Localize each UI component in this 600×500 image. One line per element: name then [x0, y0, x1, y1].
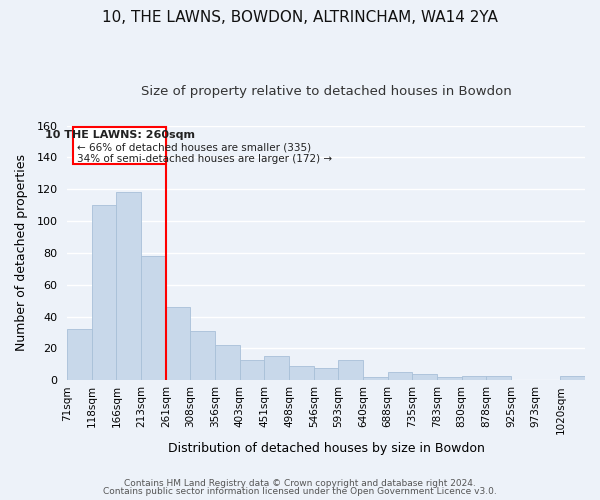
Text: 34% of semi-detached houses are larger (172) →: 34% of semi-detached houses are larger (…	[77, 154, 332, 164]
Bar	[166, 307, 190, 380]
Bar	[462, 376, 487, 380]
Bar	[560, 376, 585, 380]
Title: Size of property relative to detached houses in Bowdon: Size of property relative to detached ho…	[141, 85, 511, 98]
Bar	[388, 372, 412, 380]
Bar	[92, 205, 116, 380]
Bar	[190, 331, 215, 380]
FancyBboxPatch shape	[73, 127, 166, 164]
Bar	[215, 346, 240, 380]
Text: 10 THE LAWNS: 260sqm: 10 THE LAWNS: 260sqm	[44, 130, 194, 140]
Bar	[412, 374, 437, 380]
Bar	[487, 376, 511, 380]
Y-axis label: Number of detached properties: Number of detached properties	[15, 154, 28, 352]
Text: Contains HM Land Registry data © Crown copyright and database right 2024.: Contains HM Land Registry data © Crown c…	[124, 478, 476, 488]
Text: 10, THE LAWNS, BOWDON, ALTRINCHAM, WA14 2YA: 10, THE LAWNS, BOWDON, ALTRINCHAM, WA14 …	[102, 10, 498, 25]
Bar	[116, 192, 141, 380]
X-axis label: Distribution of detached houses by size in Bowdon: Distribution of detached houses by size …	[167, 442, 485, 455]
Bar	[67, 330, 92, 380]
Bar	[363, 377, 388, 380]
Bar	[141, 256, 166, 380]
Bar	[338, 360, 363, 380]
Bar	[289, 366, 314, 380]
Bar	[314, 368, 338, 380]
Bar	[240, 360, 265, 380]
Bar	[265, 356, 289, 380]
Text: Contains public sector information licensed under the Open Government Licence v3: Contains public sector information licen…	[103, 487, 497, 496]
Bar	[437, 377, 462, 380]
Text: ← 66% of detached houses are smaller (335): ← 66% of detached houses are smaller (33…	[77, 142, 311, 152]
